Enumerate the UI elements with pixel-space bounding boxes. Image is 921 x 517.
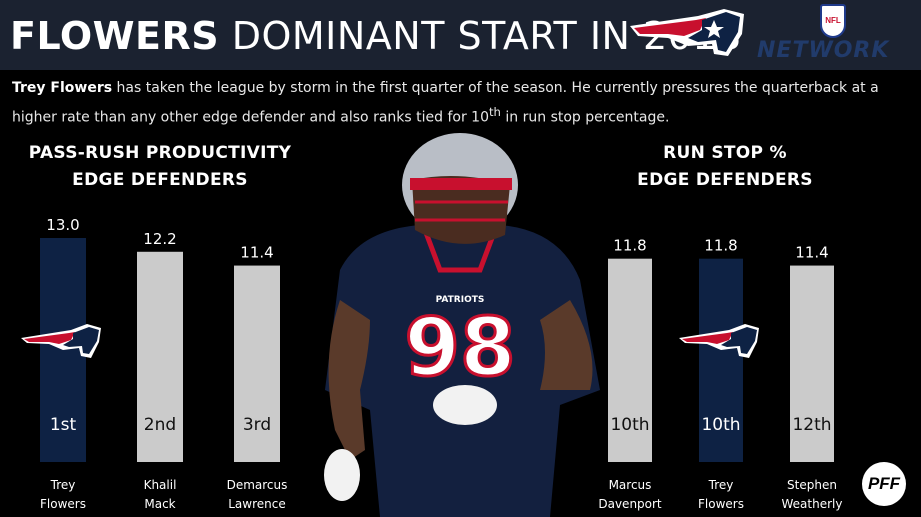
chart-title-line: EDGE DEFENDERS: [637, 170, 813, 190]
category-label: Lawrence: [228, 497, 286, 511]
bar: [608, 258, 652, 462]
category-label: Flowers: [698, 497, 744, 511]
category-label: Trey: [708, 478, 734, 492]
patriots-logo-icon: [21, 324, 101, 358]
nfl-label: NFL: [825, 16, 841, 25]
bar-value-label: 11.8: [613, 237, 646, 255]
bar: [699, 258, 743, 462]
category-label: Flowers: [40, 497, 86, 511]
pff-logo-icon: PFF: [862, 462, 906, 506]
description-lead: Trey Flowers: [12, 80, 113, 96]
category-label: Mack: [144, 497, 175, 511]
bar-value-label: 12.2: [143, 230, 176, 248]
category-label: Demarcus: [227, 478, 288, 492]
jersey-number: 98: [404, 301, 515, 394]
logo-shape: [682, 332, 733, 344]
patriots-logo-icon: [630, 9, 744, 56]
category-label: Trey: [50, 478, 76, 492]
category-label: Davenport: [598, 497, 662, 511]
bar-value-label: 11.8: [704, 237, 737, 255]
pff-label: PFF: [867, 474, 901, 493]
jersey-team-text: PATRIOTS: [436, 295, 485, 305]
category-label: Weatherly: [782, 497, 843, 511]
bar: [234, 265, 280, 462]
title-bar: FLOWERS DOMINANT START IN 2018 NFL NETWO…: [0, 0, 921, 70]
title-bold: FLOWERS: [10, 14, 220, 58]
logo-shape: [721, 327, 757, 354]
chart-title-line: EDGE DEFENDERS: [72, 170, 248, 190]
bar-rank-label: 3rd: [243, 415, 271, 435]
category-label: Stephen: [787, 478, 837, 492]
category-label: Marcus: [609, 478, 652, 492]
bar-value-label: 13.0: [46, 216, 79, 234]
logo-shape: [63, 327, 99, 354]
chart-title-pass-rush: PASS-RUSH PRODUCTIVITY EDGE DEFENDERS: [20, 140, 300, 194]
description: Trey Flowers has taken the league by sto…: [12, 76, 892, 130]
bar-value-label: 11.4: [240, 244, 273, 262]
logo-shape: [24, 332, 75, 344]
player-photo: 98 PATRIOTS: [324, 133, 600, 517]
bar-rank-label: 10th: [701, 415, 740, 435]
description-text-a: has taken the league by storm in the fir…: [12, 80, 879, 126]
chart-title-line: PASS-RUSH PRODUCTIVITY: [28, 143, 292, 163]
bar: [790, 265, 834, 462]
patriots-logo-icon: [679, 324, 759, 358]
network-label: NETWORK: [757, 38, 890, 63]
bar-rank-label: 2nd: [144, 415, 176, 435]
description-sup: th: [488, 105, 501, 119]
bar-rank-label: 10th: [610, 415, 649, 435]
category-label: Khalil: [144, 478, 177, 492]
chart-title-run-stop: RUN STOP % EDGE DEFENDERS: [590, 140, 860, 194]
nfl-shield-icon: NFL: [820, 4, 846, 38]
bar-value-label: 11.4: [795, 244, 828, 262]
chart-title-line: RUN STOP %: [663, 143, 787, 163]
bar-rank-label: 12th: [792, 415, 831, 435]
bar: [137, 251, 183, 462]
description-text-b: in run stop percentage.: [500, 109, 670, 126]
bar-rank-label: 1st: [50, 415, 77, 435]
